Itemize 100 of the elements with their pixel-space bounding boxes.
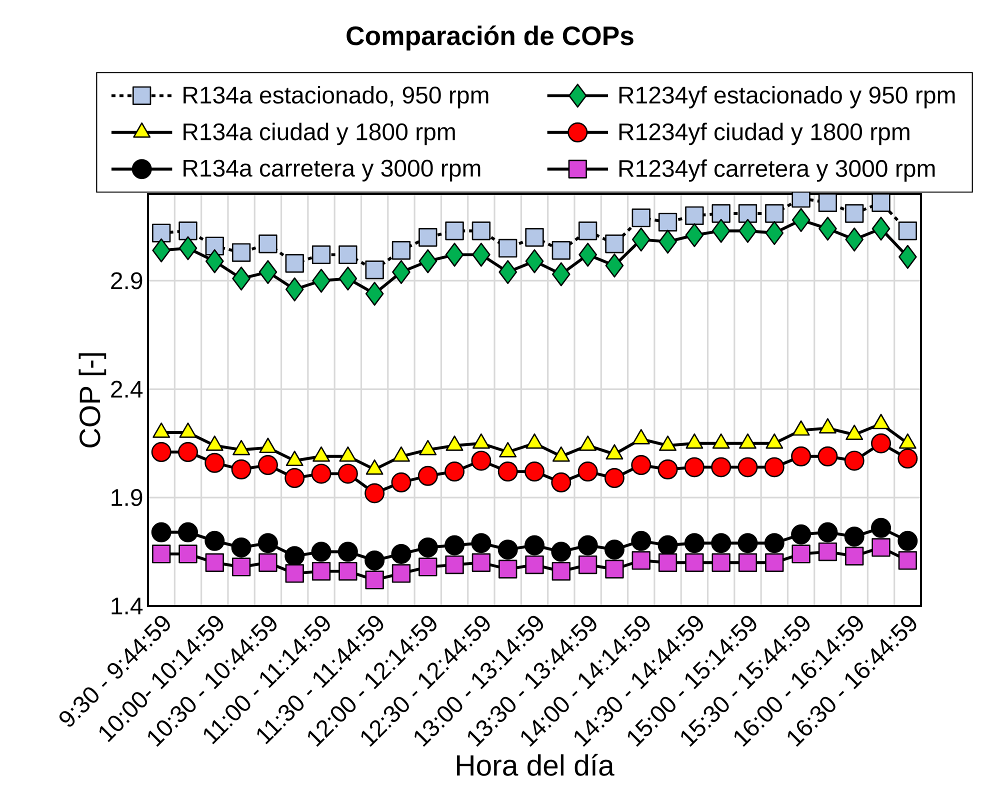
point — [818, 522, 838, 542]
point — [392, 260, 410, 284]
point — [285, 277, 304, 302]
point — [844, 526, 864, 547]
point — [418, 537, 438, 558]
point — [738, 218, 757, 243]
point — [152, 238, 171, 262]
legend-label: R1234yf carretera y 3000 rpm — [619, 159, 935, 182]
point — [658, 212, 678, 232]
point — [178, 522, 198, 542]
point — [258, 553, 278, 572]
point — [204, 452, 225, 473]
point — [552, 562, 570, 581]
point — [151, 522, 172, 542]
point — [844, 450, 864, 471]
point — [738, 533, 758, 554]
point — [338, 266, 358, 291]
point — [472, 553, 491, 572]
point — [232, 266, 250, 291]
point — [498, 560, 518, 578]
point — [445, 555, 464, 574]
point — [258, 234, 278, 254]
legend-label: R134a ciudad y 1800 rpm — [184, 122, 455, 146]
point — [231, 459, 252, 480]
point — [205, 236, 224, 256]
point — [312, 562, 331, 581]
point — [365, 570, 384, 590]
point — [232, 558, 251, 576]
point — [578, 535, 598, 556]
point — [178, 544, 198, 564]
point — [525, 555, 544, 574]
point — [285, 564, 304, 583]
point — [418, 249, 438, 274]
point — [178, 222, 198, 240]
point — [205, 249, 224, 274]
point — [391, 472, 412, 492]
point — [898, 551, 918, 570]
point — [445, 242, 464, 267]
point — [525, 228, 544, 247]
point — [791, 524, 812, 544]
chart-title: Comparación de COPs — [346, 25, 634, 51]
point — [765, 221, 784, 246]
point — [604, 540, 624, 560]
point — [632, 208, 650, 228]
point — [871, 433, 892, 454]
point — [872, 216, 890, 241]
point — [764, 457, 784, 478]
point — [204, 530, 225, 551]
point — [205, 553, 224, 572]
point — [392, 241, 411, 260]
point — [178, 442, 198, 462]
y-axis-title: COP [-] — [78, 353, 106, 448]
point — [685, 553, 704, 572]
point — [364, 550, 385, 570]
y-tick-label: 2.9 — [111, 272, 142, 290]
point — [232, 243, 251, 262]
point — [872, 538, 890, 557]
point — [365, 260, 384, 280]
point — [792, 544, 810, 564]
point — [312, 268, 330, 293]
point — [791, 446, 812, 466]
point — [391, 544, 412, 564]
point — [684, 533, 704, 554]
point — [685, 206, 704, 226]
point — [338, 562, 358, 581]
point — [151, 442, 172, 462]
point — [338, 245, 358, 264]
point — [418, 466, 438, 486]
point — [712, 204, 730, 223]
point — [605, 234, 624, 254]
point — [898, 244, 917, 269]
point — [578, 555, 598, 574]
point — [311, 464, 332, 484]
point — [604, 468, 624, 488]
point — [578, 462, 598, 482]
point — [312, 245, 331, 264]
point — [685, 223, 704, 248]
point — [818, 193, 838, 212]
point — [658, 230, 677, 254]
point — [444, 535, 465, 556]
point — [712, 218, 730, 243]
y-tick-label: 1.4 — [112, 598, 143, 614]
point — [898, 530, 918, 551]
point — [471, 533, 492, 554]
point — [551, 542, 572, 562]
y-tick-label: 2.4 — [111, 380, 143, 398]
legend-label: R134a carretera y 3000 rpm — [184, 160, 480, 182]
point — [311, 542, 332, 562]
point — [845, 204, 864, 223]
point — [764, 533, 784, 554]
point — [498, 238, 518, 258]
point — [552, 241, 570, 260]
point — [418, 558, 438, 576]
point — [578, 222, 598, 240]
point — [898, 222, 918, 240]
point — [364, 483, 385, 504]
legend-label: R1234yf estacionado y 950 rpm — [619, 86, 955, 108]
point — [738, 553, 758, 572]
x-axis-title: Hora del día — [457, 754, 614, 776]
point — [684, 457, 704, 478]
